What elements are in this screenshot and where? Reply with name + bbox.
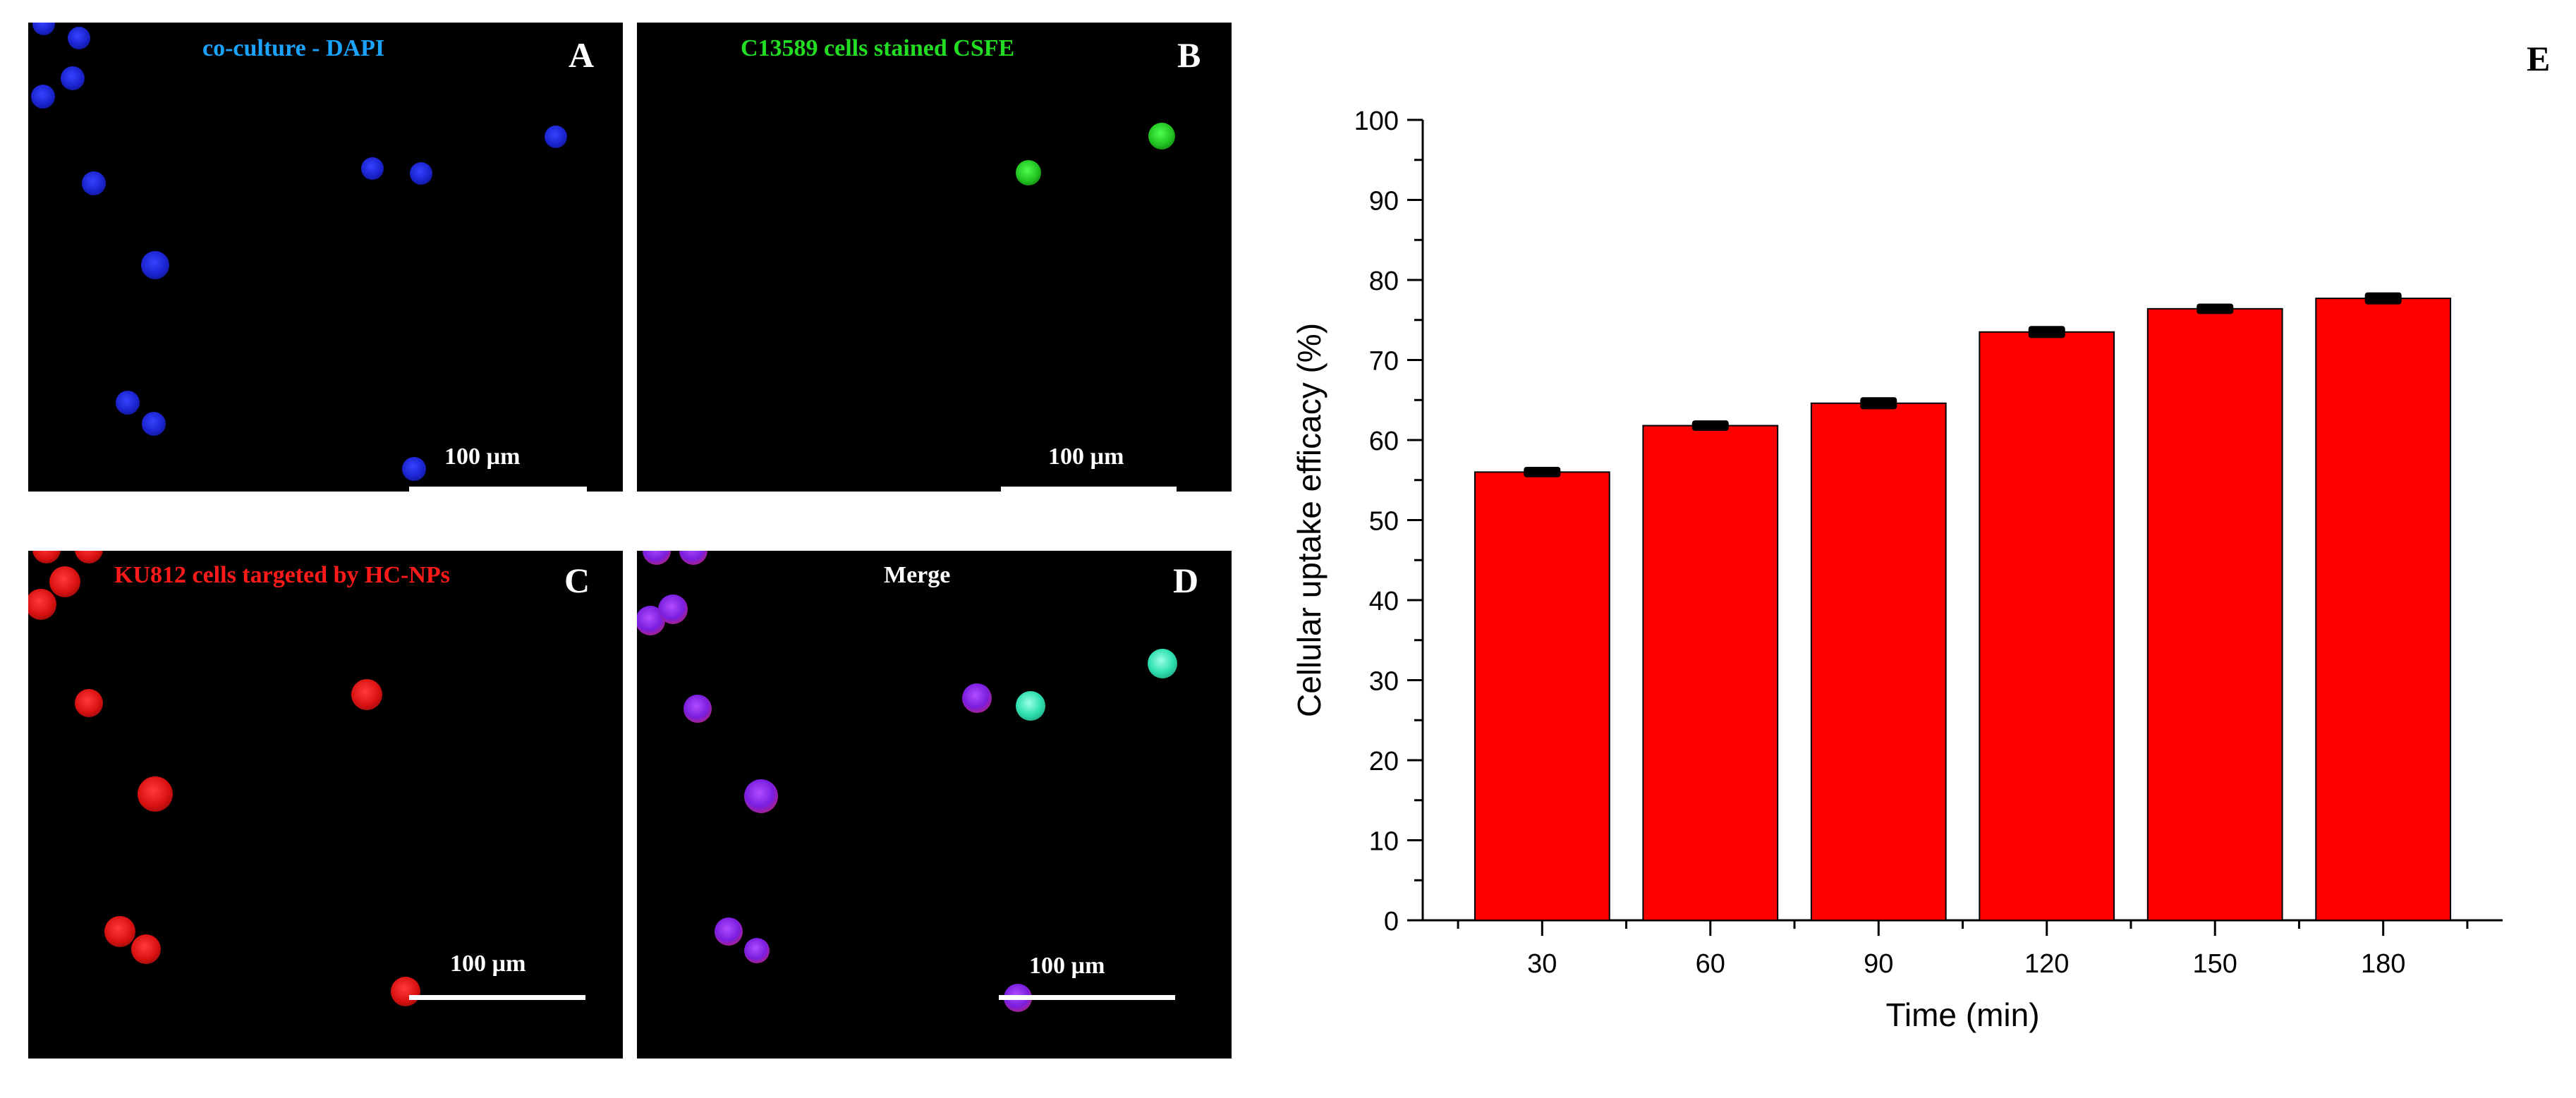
cell: [141, 251, 169, 279]
x-tick-label: 90: [1864, 949, 1893, 979]
y-tick-label: 10: [1369, 827, 1399, 857]
cell: [68, 27, 90, 49]
panel-d-scale-label: 100 µm: [1029, 953, 1105, 979]
y-tick-label: 100: [1354, 106, 1399, 136]
cell: [744, 779, 778, 813]
panel-a-title: co-culture - DAPI: [202, 35, 385, 61]
cell: [1148, 123, 1175, 150]
y-tick-label: 90: [1369, 187, 1399, 216]
cell: [1148, 649, 1177, 678]
cell: [61, 66, 85, 90]
y-tick-label: 60: [1369, 427, 1399, 456]
cell: [32, 551, 61, 563]
cell: [361, 157, 384, 180]
panel-b-letter: B: [1177, 35, 1201, 75]
panel-c-scale-label: 100 µm: [450, 951, 526, 977]
cell: [116, 391, 140, 415]
y-tick-label: 50: [1369, 507, 1399, 537]
cell: [32, 23, 55, 35]
error-cap: [1691, 420, 1729, 431]
cell: [410, 162, 432, 185]
panel-a-scale-bar: [409, 487, 587, 492]
panel-c-ku812: KU812 cells targeted by HC-NPs C 100 µm: [28, 551, 623, 1059]
error-cap: [1860, 397, 1897, 410]
x-axis-label: Time (min): [1885, 996, 2039, 1033]
cell: [391, 977, 420, 1006]
panel-e-letter: E: [2527, 39, 2550, 78]
cell: [744, 938, 770, 963]
y-tick-label: 0: [1384, 907, 1399, 937]
cell: [104, 916, 135, 947]
panel-d-merge: Merge D 100 µm: [637, 551, 1232, 1059]
bar: [1979, 331, 2115, 921]
cell: [684, 695, 712, 723]
bar: [1810, 402, 1947, 921]
cell: [75, 689, 103, 717]
bar: [1474, 471, 1610, 921]
cell: [658, 594, 688, 624]
cell: [643, 551, 671, 565]
panel-d-title: Merge: [884, 562, 951, 588]
panel-a-dapi: co-culture - DAPI A 100 µm: [28, 23, 623, 492]
error-cap: [1524, 466, 1561, 477]
x-tick-label: 120: [2024, 949, 2069, 979]
cell: [679, 551, 707, 565]
bar: [2315, 298, 2452, 922]
y-tick-label: 30: [1369, 667, 1399, 697]
y-tick-label: 70: [1369, 347, 1399, 377]
panel-b-scale-bar: [1001, 487, 1177, 492]
y-tick-label: 20: [1369, 747, 1399, 776]
panel-c-title: KU812 cells targeted by HC-NPs: [114, 562, 450, 588]
error-cap: [2364, 292, 2402, 305]
panel-d-letter: D: [1173, 561, 1199, 600]
panel-a-letter: A: [569, 35, 595, 75]
cell: [82, 171, 106, 195]
cell: [1016, 160, 1041, 185]
panel-b-csfe: C13589 cells stained CSFE B 100 µm: [637, 23, 1232, 492]
y-tick-label: 80: [1369, 267, 1399, 296]
bar: [2146, 307, 2283, 921]
x-tick-label: 180: [2361, 949, 2405, 979]
cell: [402, 457, 426, 481]
y-tick-label: 40: [1369, 587, 1399, 616]
bar: [1642, 425, 1779, 921]
panel-d-scale-bar: [999, 995, 1175, 1000]
panel-a-scale-label: 100 µm: [444, 444, 521, 470]
cell: [49, 566, 80, 597]
cell: [1016, 691, 1045, 721]
cell: [962, 683, 992, 713]
y-axis-label: Cellular uptake efficacy (%): [1291, 323, 1328, 717]
error-cap: [2197, 303, 2234, 315]
panel-b-scale-label: 100 µm: [1048, 444, 1124, 470]
cell: [138, 776, 173, 812]
cell: [28, 589, 56, 620]
panel-b-title: C13589 cells stained CSFE: [741, 35, 1015, 61]
cell: [75, 551, 103, 563]
cell: [131, 934, 161, 964]
cell: [31, 85, 55, 109]
panel-c-letter: C: [564, 561, 590, 600]
x-tick-label: 150: [2193, 949, 2237, 979]
panel-c-scale-bar: [409, 995, 585, 1000]
x-tick-label: 60: [1696, 949, 1725, 979]
cell: [351, 679, 382, 710]
x-tick-label: 30: [1527, 949, 1557, 979]
error-cap: [2028, 326, 2065, 338]
cell: [545, 126, 567, 148]
cell: [715, 917, 743, 946]
cell: [142, 412, 166, 436]
